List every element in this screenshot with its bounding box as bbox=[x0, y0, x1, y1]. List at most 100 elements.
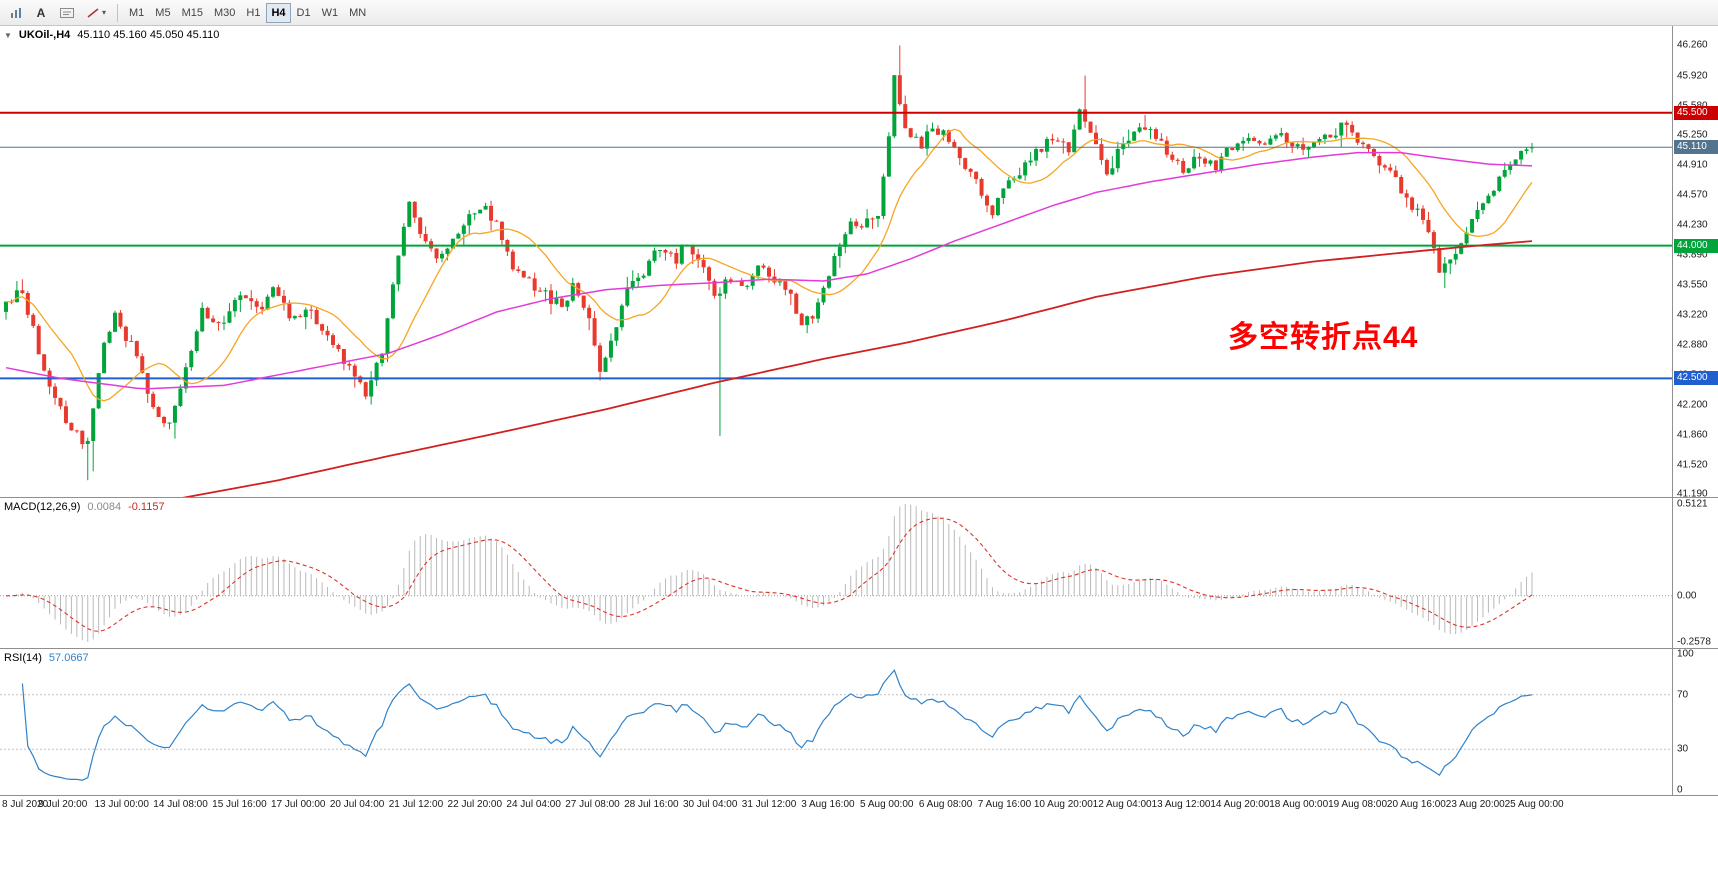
symbol-timeframe-text: UKOil-,H4 bbox=[18, 29, 71, 41]
rsi-scale-label: 0 bbox=[1677, 784, 1683, 796]
timeframe-button-m1[interactable]: M1 bbox=[124, 3, 149, 23]
macd-scale-label: 0.00 bbox=[1677, 590, 1697, 602]
text-tool-button[interactable]: A bbox=[29, 3, 53, 23]
price-tick-label: 43.550 bbox=[1677, 279, 1708, 291]
price-tick-label: 45.580 bbox=[1677, 100, 1708, 111]
timeframe-button-m5[interactable]: M5 bbox=[150, 3, 175, 23]
date-axis-label: 28 Jul 16:00 bbox=[624, 799, 679, 810]
current-price-badge: 45.110 bbox=[1674, 140, 1718, 155]
main-chart-canvas[interactable] bbox=[0, 26, 1672, 497]
date-axis-label: 15 Jul 16:00 bbox=[212, 799, 267, 810]
symbol-ohlc-label: ▼ UKOil-,H4 45.110 45.160 45.050 45.110 bbox=[4, 29, 219, 41]
date-axis-label: 12 Aug 04:00 bbox=[1092, 799, 1152, 810]
price-scale[interactable]: 46.260 45.920 45.580 45.250 44.910 44.570 44.2… bbox=[1672, 26, 1718, 497]
macd-scale[interactable]: 0.5121 0.00 -0.2578 bbox=[1672, 498, 1718, 648]
price-tick-label: 45.250 bbox=[1677, 129, 1708, 141]
price-tick-label: 46.260 bbox=[1677, 39, 1708, 51]
timeframe-button-d1[interactable]: D1 bbox=[292, 3, 316, 23]
macd-panel: MACD(12,26,9) 0.0084 -0.1157 0.5121 0.00 -… bbox=[0, 497, 1718, 648]
date-axis-label: 13 Jul 00:00 bbox=[94, 799, 149, 810]
date-axis-label: 7 Aug 16:00 bbox=[977, 799, 1032, 810]
ma-fast-line bbox=[5, 128, 1533, 402]
timeframe-group: M1 M5 M15 M30 H1 H4 D1 W1 MN bbox=[124, 2, 371, 23]
price-tick-label: 44.910 bbox=[1677, 159, 1708, 171]
date-axis-label: 6 Aug 08:00 bbox=[918, 799, 973, 810]
date-axis-label: 17 Jul 00:00 bbox=[271, 799, 326, 810]
macd-label: MACD(12,26,9) bbox=[4, 501, 81, 513]
main-chart-panel: ▼ UKOil-,H4 45.110 45.160 45.050 45.110 … bbox=[0, 26, 1718, 497]
rsi-scale[interactable]: 100 70 30 0 bbox=[1672, 649, 1718, 795]
price-tick-label: 43.890 bbox=[1677, 249, 1708, 261]
candlestick-series bbox=[4, 45, 1534, 481]
timeframe-button-mn[interactable]: MN bbox=[344, 3, 371, 23]
rsi-label-row: RSI(14) 57.0667 bbox=[4, 652, 89, 664]
price-tick-label: 45.920 bbox=[1677, 70, 1708, 82]
timeframe-button-h1[interactable]: H1 bbox=[241, 3, 265, 23]
date-axis-label: 20 Aug 16:00 bbox=[1386, 799, 1446, 810]
price-tick-label: 41.520 bbox=[1677, 459, 1708, 471]
date-axis-label: 13 Aug 12:00 bbox=[1151, 799, 1211, 810]
text-label-icon bbox=[60, 7, 74, 18]
date-axis-label: 31 Jul 12:00 bbox=[741, 799, 797, 810]
date-axis-label: 25 Aug 00:00 bbox=[1504, 799, 1564, 810]
bar-chart-icon bbox=[11, 7, 21, 18]
macd-value-main: 0.0084 bbox=[87, 501, 122, 513]
date-axis-label: 8 Jul 2020 bbox=[2, 799, 49, 810]
rsi-scale-label: 70 bbox=[1677, 689, 1689, 701]
hline-price-badge: 44.000 bbox=[1674, 238, 1718, 253]
price-tick-label: 44.230 bbox=[1677, 219, 1708, 231]
hline-price-badge: 42.500 bbox=[1674, 371, 1718, 386]
ohlc-text: 45.110 45.160 45.050 45.110 bbox=[77, 29, 220, 41]
date-axis-label: 20 Jul 04:00 bbox=[329, 799, 385, 810]
text-label-tool-button[interactable] bbox=[54, 3, 80, 23]
price-tick-label: 43.220 bbox=[1677, 309, 1708, 321]
price-tick-label: 42.200 bbox=[1677, 399, 1708, 411]
chart-annotation[interactable]: 多空转折点44 bbox=[1228, 321, 1419, 354]
date-axis-label: 22 Jul 20:00 bbox=[447, 799, 503, 810]
macd-scale-label: -0.2578 bbox=[1677, 636, 1711, 648]
toolbar: A ▾ M1 M5 M15 M30 H1 H4 D1 W1 MN bbox=[0, 0, 1718, 26]
macd-value-signal: -0.1157 bbox=[128, 501, 165, 513]
trendline-icon bbox=[87, 7, 99, 18]
drawing-tools-dropdown-button[interactable]: ▾ bbox=[81, 3, 111, 23]
macd-label-row: MACD(12,26,9) 0.0084 -0.1157 bbox=[4, 501, 165, 513]
rsi-label: RSI(14) bbox=[4, 652, 42, 664]
price-tick-label: 41.190 bbox=[1677, 488, 1708, 497]
date-axis-label: 24 Jul 04:00 bbox=[506, 799, 561, 810]
text-tool-label: A bbox=[36, 5, 46, 20]
hline-price-badge: 45.500 bbox=[1674, 105, 1718, 120]
macd-signal-line bbox=[6, 517, 1533, 632]
chart-type-button[interactable] bbox=[4, 3, 28, 23]
timeframe-button-m30[interactable]: M30 bbox=[209, 3, 240, 23]
rsi-value: 57.0667 bbox=[48, 652, 89, 664]
chart-dropdown-icon[interactable]: ▼ bbox=[4, 30, 12, 40]
rsi-panel: RSI(14) 57.0667 100 70 30 0 bbox=[0, 648, 1718, 795]
time-axis[interactable]: 8 Jul 2020 9 Jul 20:00 13 Jul 00:00 14 Jul … bbox=[0, 795, 1718, 815]
date-axis-label: 14 Aug 20:00 bbox=[1210, 799, 1270, 810]
price-tick-label: 44.570 bbox=[1677, 189, 1708, 201]
date-axis-label: 21 Jul 12:00 bbox=[388, 799, 444, 810]
macd-canvas[interactable] bbox=[0, 498, 1672, 648]
date-axis-label: 9 Jul 20:00 bbox=[38, 799, 88, 810]
price-tick-label: 42.880 bbox=[1677, 339, 1708, 351]
date-axis-label: 3 Aug 16:00 bbox=[801, 799, 855, 810]
price-tick-label: 41.860 bbox=[1677, 429, 1708, 441]
date-axis-label: 10 Aug 20:00 bbox=[1033, 799, 1093, 810]
macd-histogram bbox=[16, 504, 1533, 642]
rsi-canvas[interactable] bbox=[0, 649, 1672, 795]
date-axis-label: 5 Aug 00:00 bbox=[860, 799, 914, 810]
date-axis-label: 27 Jul 08:00 bbox=[565, 799, 620, 810]
rsi-scale-label: 30 bbox=[1677, 743, 1689, 755]
caret-down-icon: ▾ bbox=[102, 8, 107, 17]
timeframe-button-m15[interactable]: M15 bbox=[177, 3, 208, 23]
date-axis-label: 30 Jul 04:00 bbox=[682, 799, 738, 810]
rsi-scale-label: 100 bbox=[1677, 648, 1694, 660]
timeframe-button-h4[interactable]: H4 bbox=[266, 2, 291, 23]
timeframe-button-w1[interactable]: W1 bbox=[317, 3, 344, 23]
date-axis-label: 14 Jul 08:00 bbox=[153, 799, 208, 810]
date-axis-label: 19 Aug 08:00 bbox=[1328, 799, 1388, 810]
toolbar-separator bbox=[117, 3, 119, 22]
rsi-line bbox=[21, 669, 1533, 781]
date-axis-label: 18 Aug 00:00 bbox=[1269, 799, 1329, 810]
